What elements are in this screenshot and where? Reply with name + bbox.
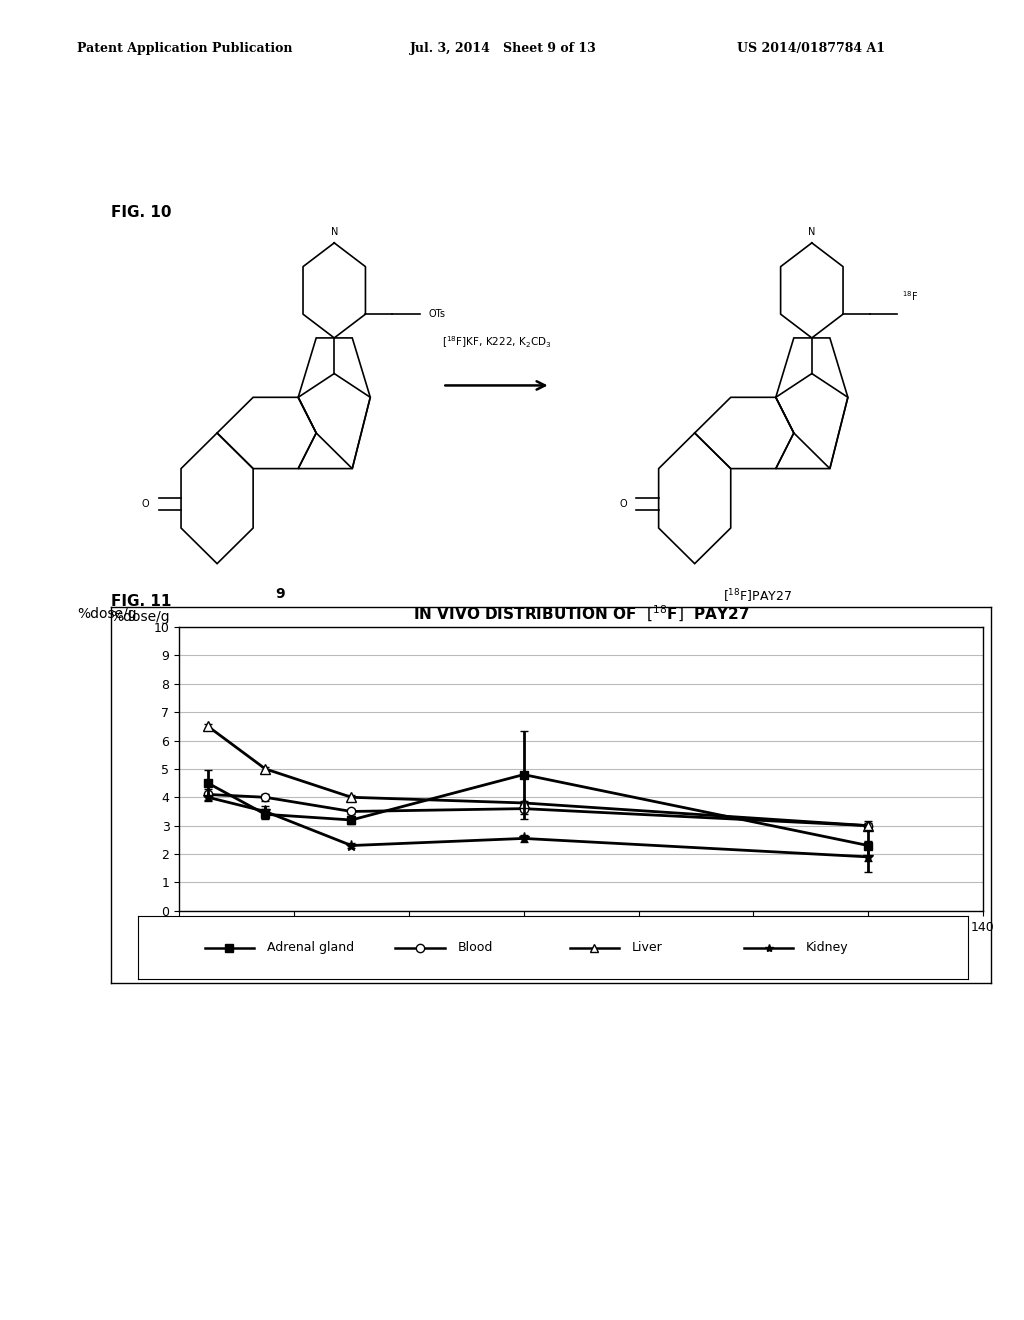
Text: %dose/g: %dose/g — [111, 610, 170, 624]
Text: Blood: Blood — [458, 941, 493, 954]
Text: O: O — [142, 499, 150, 510]
Y-axis label: %dose/g: %dose/g — [77, 607, 136, 622]
Text: 9: 9 — [275, 587, 285, 602]
Text: [$^{18}$F]PAY27: [$^{18}$F]PAY27 — [723, 587, 793, 605]
Text: Patent Application Publication: Patent Application Publication — [77, 42, 292, 55]
Text: US 2014/0187784 A1: US 2014/0187784 A1 — [737, 42, 886, 55]
Text: [$^{18}$F]KF, K222, K$_2$CD$_3$: [$^{18}$F]KF, K222, K$_2$CD$_3$ — [441, 334, 551, 350]
Text: O: O — [620, 499, 627, 510]
Text: N: N — [808, 227, 815, 238]
Text: Liver: Liver — [632, 941, 663, 954]
Text: FIG. 11: FIG. 11 — [111, 594, 171, 609]
Text: Jul. 3, 2014   Sheet 9 of 13: Jul. 3, 2014 Sheet 9 of 13 — [410, 42, 596, 55]
Title: IN VIVO DISTRIBUTION OF  $[^{18}$F$]$  PAY27: IN VIVO DISTRIBUTION OF $[^{18}$F$]$ PAY… — [413, 605, 750, 624]
Text: FIG. 10: FIG. 10 — [111, 205, 171, 219]
Text: N: N — [331, 227, 338, 238]
Text: Kidney: Kidney — [806, 941, 849, 954]
Text: $^{18}$F: $^{18}$F — [901, 289, 918, 304]
Text: Adrenal gland: Adrenal gland — [267, 941, 354, 954]
Text: OTs: OTs — [428, 309, 445, 319]
X-axis label: time(min): time(min) — [547, 939, 615, 953]
